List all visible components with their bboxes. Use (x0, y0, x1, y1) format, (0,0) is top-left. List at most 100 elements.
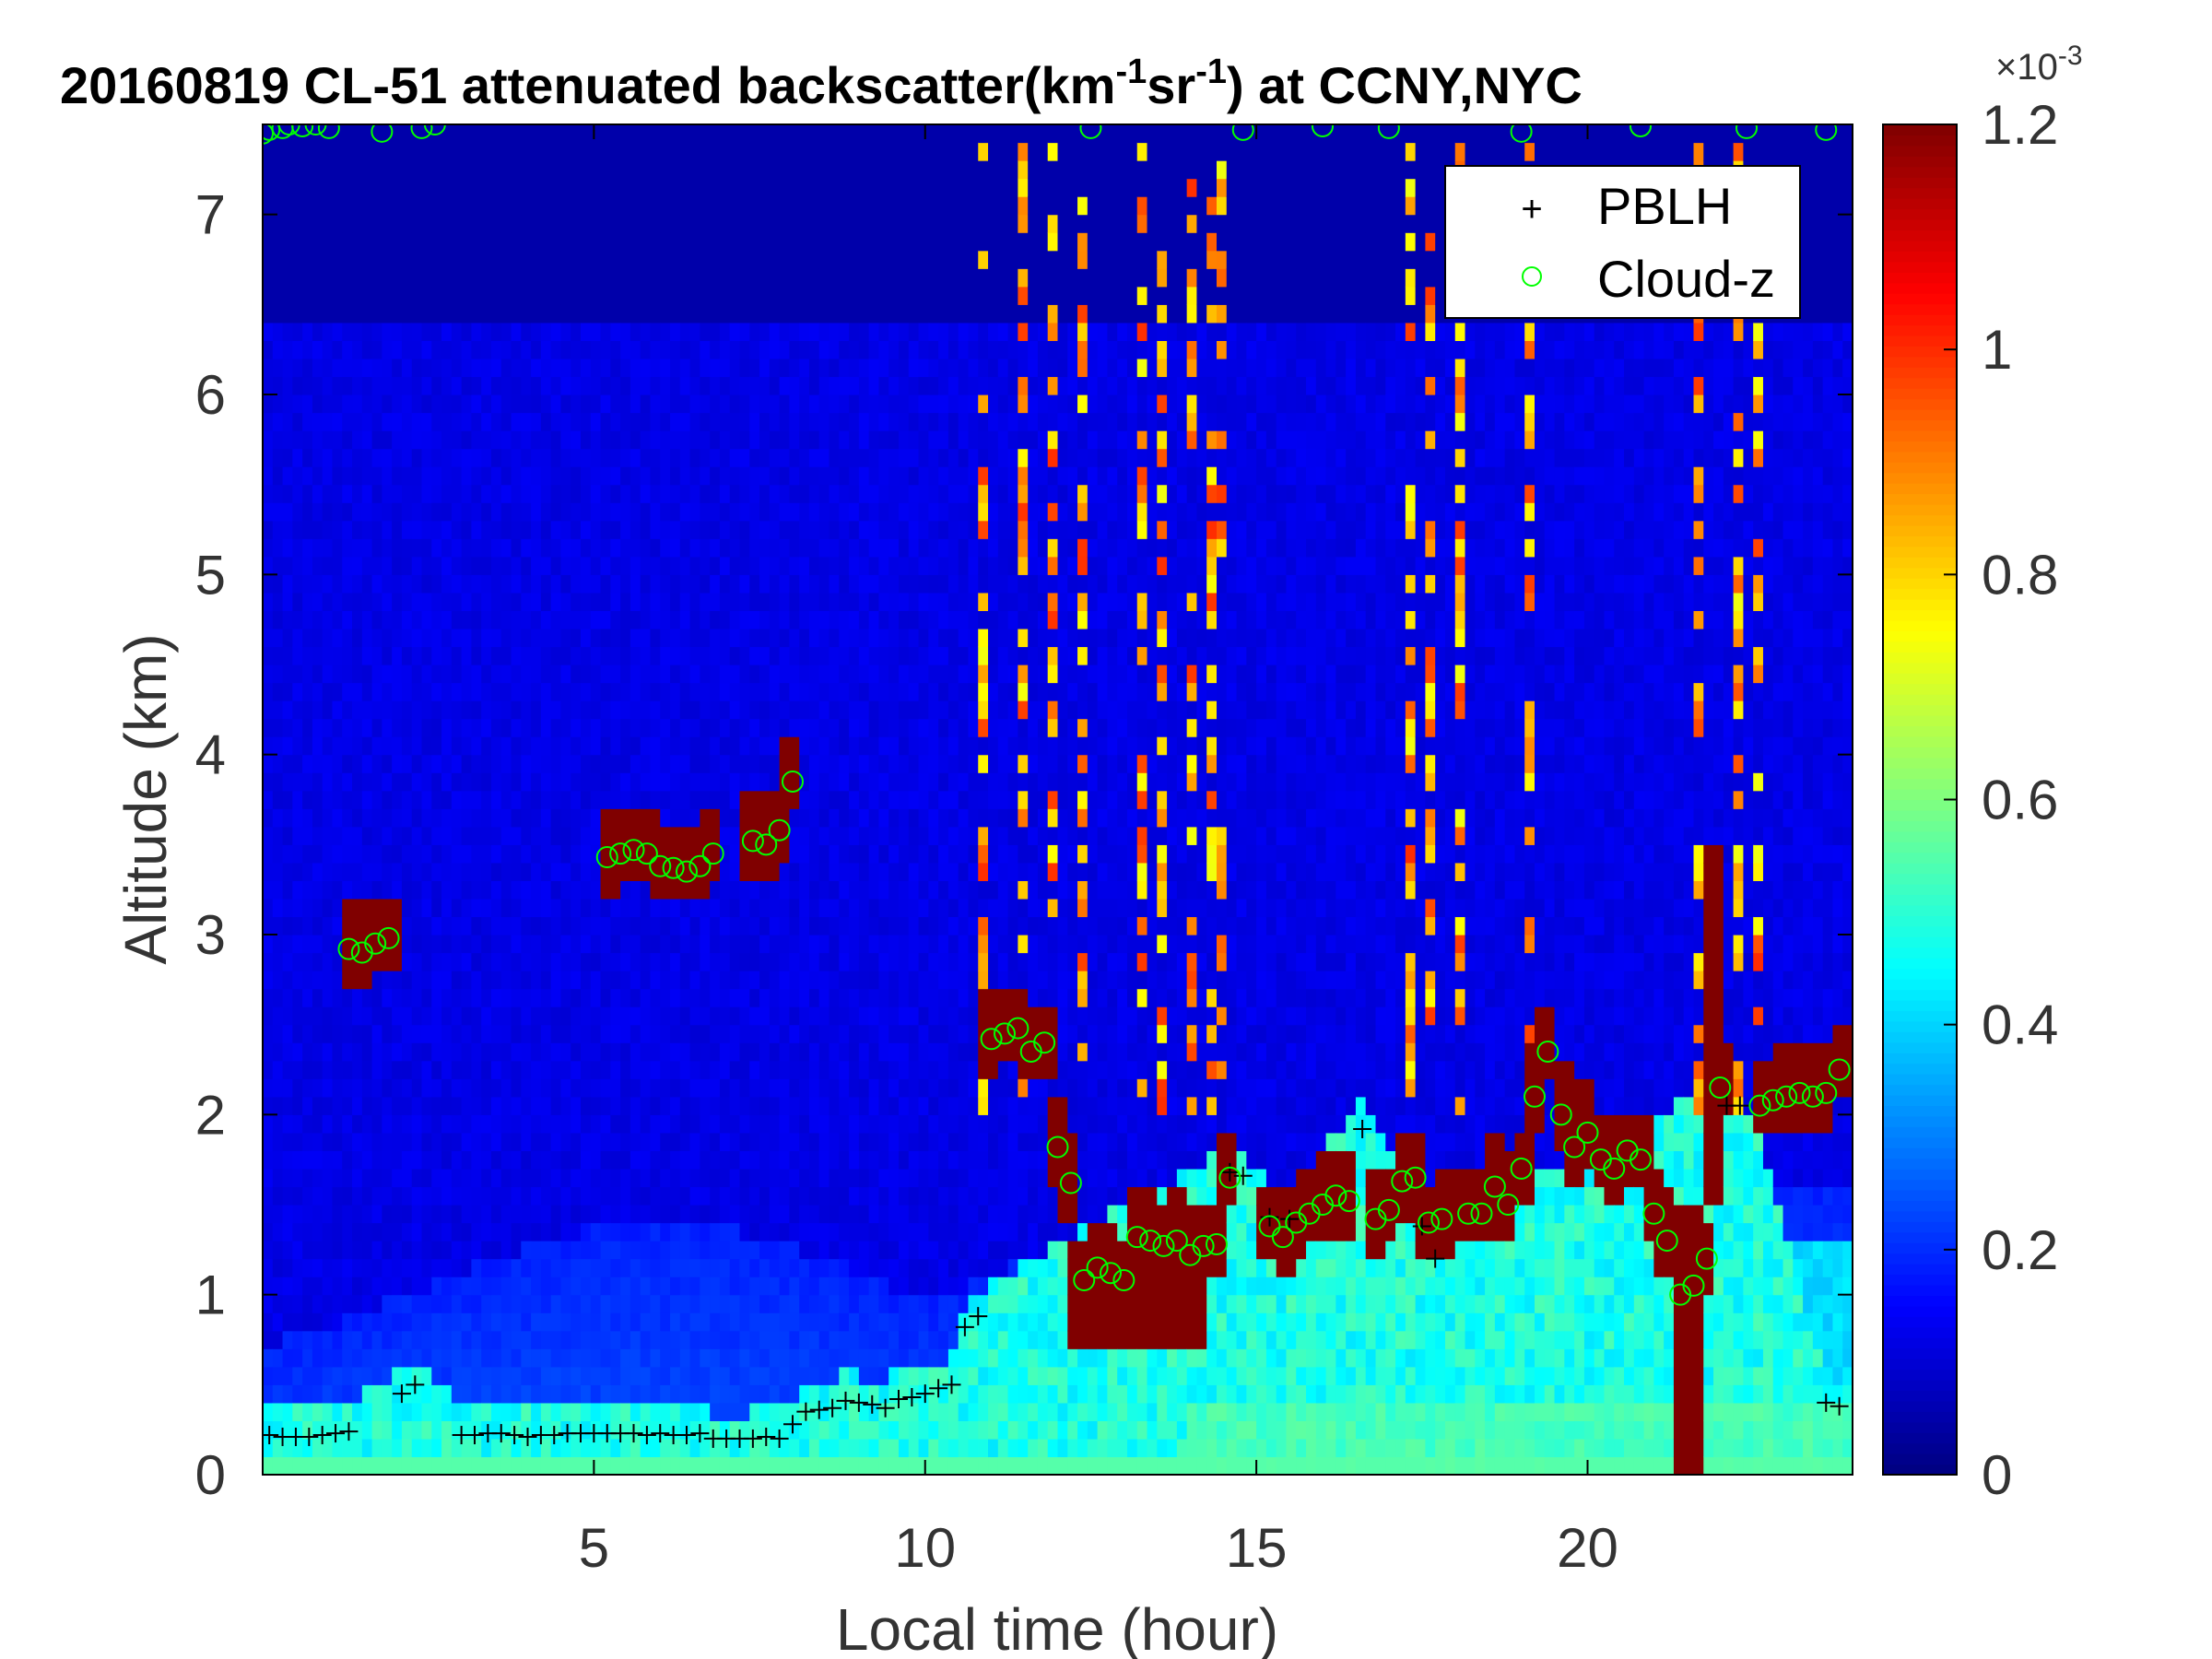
heatmap-cell (808, 1456, 820, 1475)
heatmap-cell (908, 556, 920, 575)
heatmap-cell (818, 898, 830, 918)
heatmap-cell (282, 268, 293, 288)
heatmap-cell (292, 574, 303, 594)
heatmap-cell (312, 1096, 324, 1115)
heatmap-cell (818, 880, 830, 900)
heatmap-cell (888, 358, 900, 378)
heatmap-cell (710, 736, 721, 756)
heatmap-cell (710, 268, 721, 288)
heatmap-cell (759, 1186, 771, 1206)
heatmap-cell (342, 1205, 353, 1224)
heatmap-cell (629, 322, 641, 341)
heatmap-cell (719, 268, 731, 288)
heatmap-cell (302, 1096, 313, 1115)
heatmap-cell (878, 1330, 889, 1349)
heatmap-cell (371, 1132, 382, 1151)
heatmap-cell (263, 466, 274, 486)
heatmap-cell (490, 988, 502, 1007)
heatmap-cell (540, 610, 552, 629)
heatmap-cell (729, 1330, 741, 1349)
heatmap-cell (371, 628, 382, 648)
heatmap-cell (560, 1330, 571, 1349)
heatmap-cell (332, 448, 343, 467)
heatmap-cell (600, 1168, 611, 1188)
heatmap-cell (540, 484, 552, 503)
heatmap-cell (292, 971, 303, 990)
heatmap-cell (749, 1060, 760, 1079)
heatmap-cell (481, 1348, 492, 1368)
heatmap-cell (342, 610, 353, 629)
heatmap-cell (849, 430, 860, 450)
heatmap-cell (640, 628, 652, 648)
heatmap-cell (500, 790, 512, 809)
heatmap-cell (272, 250, 284, 269)
heatmap-cell (471, 574, 482, 594)
heatmap-cell (689, 1456, 700, 1475)
heatmap-cell (888, 1438, 900, 1458)
heatmap-cell (610, 268, 621, 288)
heatmap-cell (858, 844, 870, 864)
heatmap-cell (640, 592, 652, 611)
heatmap-cell (571, 286, 582, 305)
heatmap-cell (571, 1150, 582, 1170)
heatmap-cell (581, 700, 592, 720)
heatmap-cell (779, 1420, 791, 1440)
heatmap-cell (719, 538, 731, 558)
heatmap-cell (660, 610, 671, 629)
heatmap-cell (719, 1384, 731, 1404)
heatmap-cell (799, 196, 810, 216)
heatmap-cell (540, 286, 552, 305)
heatmap-cell (689, 665, 700, 684)
heatmap-cell (361, 340, 373, 359)
heatmap-cell (878, 1060, 889, 1079)
heatmap-cell (660, 160, 671, 180)
heatmap-cell (899, 214, 910, 233)
heatmap-cell (431, 916, 442, 935)
heatmap-cell (511, 430, 522, 450)
heatmap-cell (490, 1096, 502, 1115)
heatmap-cell (382, 646, 393, 665)
heatmap-cell (581, 952, 592, 971)
heatmap-cell (878, 1132, 889, 1151)
heatmap-cell (441, 880, 453, 900)
heatmap-cell (392, 808, 403, 828)
heatmap-cell (739, 700, 750, 720)
heatmap-cell (899, 592, 910, 611)
heatmap-cell (640, 1241, 652, 1260)
heatmap-cell (302, 502, 313, 522)
heatmap-cell (571, 142, 582, 161)
heatmap-cell (829, 1384, 840, 1404)
heatmap-cell (710, 1312, 721, 1332)
heatmap-cell (818, 952, 830, 971)
heatmap-cell (670, 1222, 681, 1241)
heatmap-cell (342, 988, 353, 1007)
heatmap-cell (878, 1348, 889, 1368)
heatmap-cell (481, 250, 492, 269)
heatmap-cell (332, 196, 343, 216)
heatmap-cell (500, 772, 512, 792)
heatmap-cell (700, 1402, 711, 1421)
heatmap-cell (759, 1294, 771, 1313)
heatmap-cell (759, 394, 771, 414)
heatmap-cell (263, 1060, 274, 1079)
heatmap-cell (292, 448, 303, 467)
heatmap-cell (461, 214, 473, 233)
heatmap-cell (908, 862, 920, 881)
heatmap-cell (808, 808, 820, 828)
heatmap-cell (868, 718, 880, 737)
heatmap-cell (371, 898, 382, 918)
heatmap-cell (868, 574, 880, 594)
heatmap-cell (500, 1438, 512, 1458)
heatmap-cell (401, 340, 413, 359)
heatmap-cell (818, 556, 830, 575)
heatmap-cell (461, 376, 473, 395)
heatmap-cell (858, 1438, 870, 1458)
heatmap-cell (411, 1366, 423, 1385)
heatmap-cell (461, 862, 473, 881)
heatmap-cell (471, 520, 482, 539)
heatmap-cell (739, 466, 750, 486)
heatmap-cell (352, 826, 363, 845)
heatmap-cell (868, 988, 880, 1007)
heatmap-cell (431, 718, 442, 737)
heatmap-cell (849, 178, 860, 197)
